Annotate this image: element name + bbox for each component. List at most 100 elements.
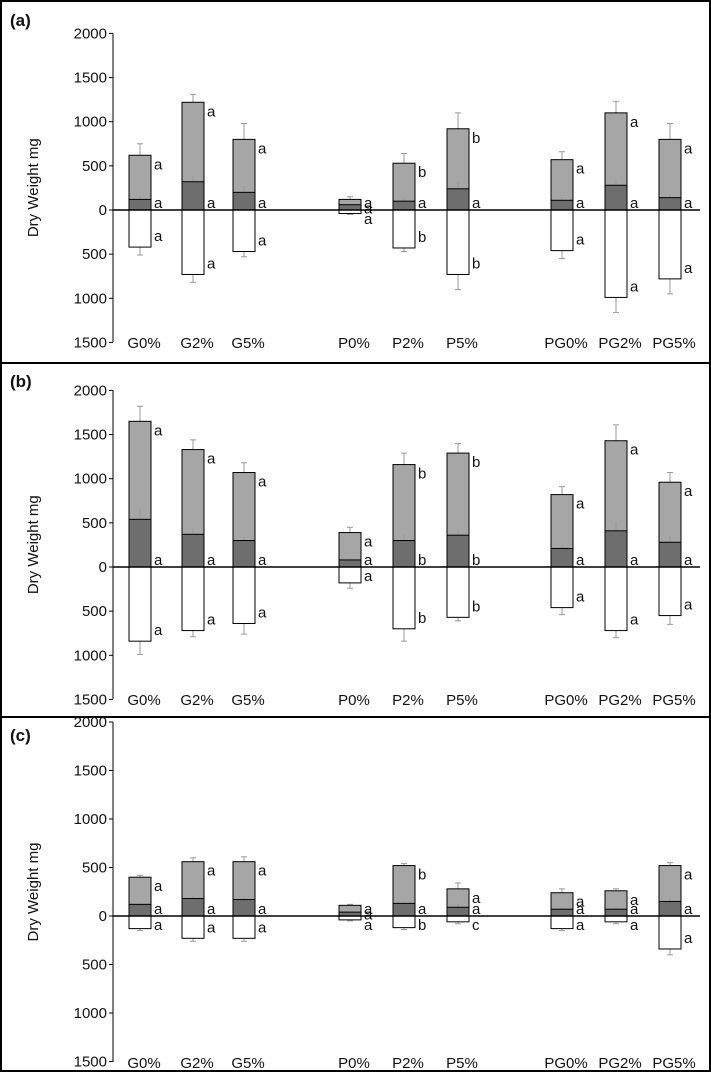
bar-below (604, 915, 628, 923)
significance-letter: b (472, 552, 480, 569)
significance-letter: a (364, 552, 373, 569)
significance-letter: c (472, 917, 480, 934)
x-category-label: G5% (231, 1055, 264, 1072)
significance-letter: a (154, 901, 163, 918)
significance-letter: a (207, 552, 216, 569)
significance-letter: a (154, 878, 163, 895)
bar-below (392, 915, 416, 929)
bar-inner (128, 903, 152, 917)
bar-group-p0pct: aaa P0% (338, 901, 373, 1072)
bar-below (392, 566, 416, 630)
x-category-label: PG0% (544, 1055, 587, 1072)
y-tick-label: 1000 (74, 647, 107, 664)
significance-letter: a (207, 919, 216, 936)
bar-below (446, 566, 470, 618)
y-tick-label: 1500 (74, 1054, 107, 1071)
x-category-label: P0% (338, 1055, 370, 1072)
bar-group-p2pct: bab P2% (392, 863, 427, 1072)
bar-group-p5pct: b b b P5% (446, 442, 480, 709)
bar-inner (128, 198, 152, 211)
bar-inner (232, 899, 256, 917)
significance-letter: a (418, 195, 427, 212)
significance-letter: a (207, 103, 216, 120)
significance-letter: a (364, 917, 373, 934)
bar-inner (232, 191, 256, 211)
significance-letter: b (418, 466, 426, 483)
x-category-label: P0% (338, 692, 370, 709)
bar-inner (550, 547, 574, 568)
significance-letter: a (684, 260, 693, 277)
significance-letter: b (418, 867, 426, 884)
significance-letter: a (630, 612, 639, 629)
y-axis-label: Dry Weight mg (25, 843, 42, 942)
significance-letter: a (258, 474, 267, 491)
x-category-label: PG0% (544, 335, 587, 352)
bar-group-p2pct: bab P2% (392, 152, 427, 352)
x-category-label: G0% (127, 692, 160, 709)
significance-letter: a (630, 892, 639, 909)
bar-group-pg5pct: a a a PG5% (652, 472, 696, 709)
y-tick-label: 500 (82, 246, 107, 263)
y-tick-label: 0 (99, 908, 107, 925)
x-category-label: P2% (392, 1055, 424, 1072)
significance-letter: a (472, 890, 481, 907)
x-category-label: P5% (446, 692, 478, 709)
bar-inner (446, 906, 470, 917)
panel-label: (b) (10, 372, 32, 391)
significance-letter: b (472, 598, 480, 615)
y-tick-label: 1000 (74, 1005, 107, 1022)
y-tick-label: 1000 (74, 811, 107, 828)
x-category-label: P2% (392, 692, 424, 709)
bar-inner (181, 181, 205, 211)
x-category-label: P5% (446, 1055, 478, 1072)
significance-letter: a (576, 552, 585, 569)
significance-letter: a (684, 552, 693, 569)
significance-letter: a (154, 917, 163, 934)
bar-inner (446, 534, 470, 568)
y-tick-label: 2000 (74, 382, 107, 399)
y-tick-label: 1000 (74, 290, 107, 307)
significance-letter: a (154, 552, 163, 569)
y-tick-label: 2000 (74, 25, 107, 42)
bar-below (181, 915, 205, 939)
bar-below (128, 209, 152, 248)
significance-letter: a (630, 114, 639, 131)
significance-letter: a (630, 917, 639, 934)
significance-letter: a (576, 589, 585, 606)
significance-letter: a (472, 901, 481, 918)
y-tick-label: 0 (99, 559, 107, 576)
significance-letter: b (418, 164, 426, 181)
bar-inner (232, 540, 256, 568)
bar-group-p0pct: aaa P0% (338, 526, 373, 709)
significance-letter: a (364, 901, 373, 918)
bar-below (446, 209, 470, 275)
y-tick-label: 500 (82, 603, 107, 620)
significance-letter: b (472, 454, 480, 471)
bar-inner (446, 188, 470, 211)
significance-letter: b (472, 130, 480, 147)
bar-inner (338, 204, 362, 211)
bar-inner (658, 900, 682, 917)
significance-letter: b (418, 917, 426, 934)
y-tick-label: 500 (82, 515, 107, 532)
significance-letter: b (418, 229, 426, 246)
significance-letter: b (418, 552, 426, 569)
x-category-label: PG5% (652, 692, 695, 709)
bar-inner (604, 184, 628, 211)
significance-letter: a (258, 605, 267, 622)
y-tick-label: 1500 (74, 691, 107, 708)
panel-a: (a) Dry Weight mg 2000 1500 1000 500 0 500 1000 1… (0, 11, 711, 364)
significance-letter: a (207, 612, 216, 629)
bar-below (550, 915, 574, 930)
y-tick-label: 1000 (74, 471, 107, 488)
bar-below (232, 209, 256, 253)
bar-inner (550, 908, 574, 917)
bar-below (550, 209, 574, 252)
bar-below (232, 566, 256, 625)
y-tick-label: 2000 (74, 714, 107, 731)
